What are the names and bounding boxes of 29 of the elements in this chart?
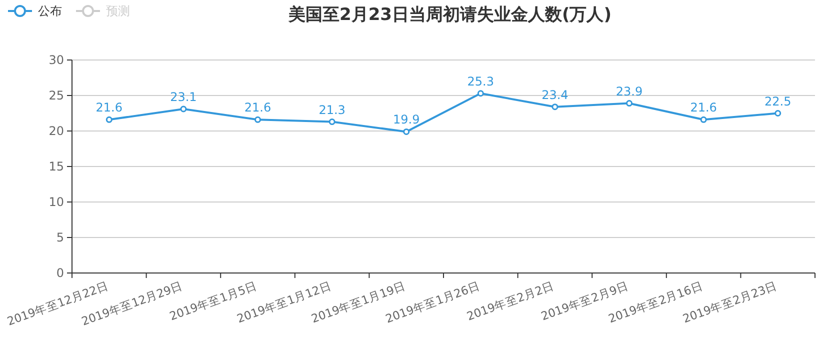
y-tick-label: 5 [56,230,64,244]
data-label: 22.5 [764,94,792,108]
y-tick-label: 0 [56,266,64,280]
legend-label: 公布 [38,4,62,18]
point [254,116,261,123]
data-label: 25.3 [467,74,494,88]
point [403,128,410,135]
chart-title: 美国至2月23日当周初请失业金人数(万人) [287,5,612,25]
data-label: 23.4 [542,88,568,102]
data-label: 23.1 [170,90,197,104]
data-label: 21.6 [244,100,272,115]
point [477,90,484,97]
y-tick-label: 15 [48,160,64,174]
data-label: 19.9 [392,112,420,127]
data-label: 21.6 [690,100,717,115]
data-label: 21.3 [318,102,346,117]
point [552,104,558,110]
point [774,110,782,116]
point [626,100,632,107]
y-tick-label: 30 [48,53,64,67]
y-tick-label: 10 [48,195,64,209]
point [180,106,187,112]
y-tick-label: 25 [48,88,64,102]
y-tick-label: 20 [48,124,64,138]
data-label: 21.6 [96,100,123,115]
point [328,118,336,126]
point [700,116,707,123]
point [106,116,112,123]
data-label: 23.9 [616,84,643,98]
